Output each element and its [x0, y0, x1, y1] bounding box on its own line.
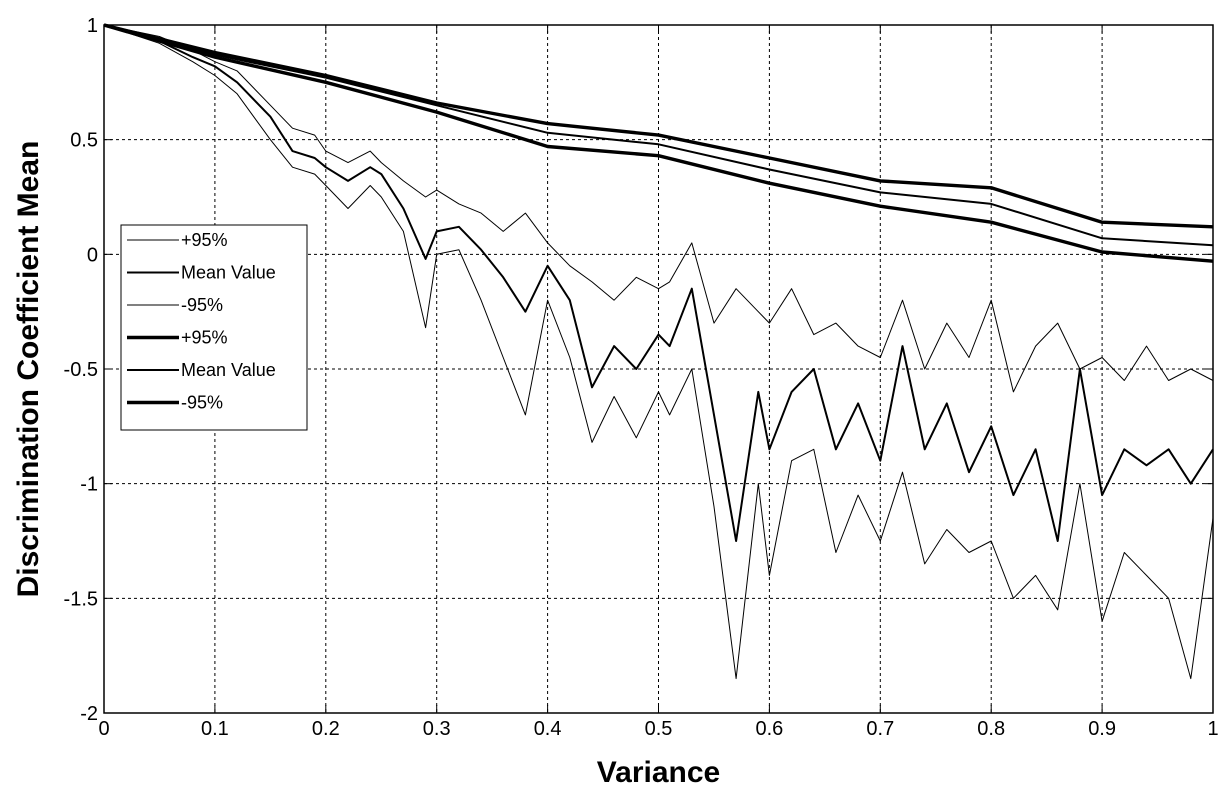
- x-tick-label: 0.6: [755, 718, 783, 740]
- x-tick-label: 0.5: [645, 718, 673, 740]
- y-tick-label: 0.5: [70, 130, 98, 152]
- y-tick-label: -0.5: [64, 359, 98, 381]
- y-tick-label: 1: [87, 15, 98, 37]
- x-tick-label: 1: [1207, 718, 1218, 740]
- series-line-1: [103, 24, 1214, 393]
- legend-label: Mean Value: [181, 360, 276, 380]
- y-tick-label: -2: [80, 703, 98, 725]
- x-tick-label: 0.4: [534, 718, 562, 740]
- series-line-2: [103, 24, 1214, 542]
- series-line-6: [103, 23, 1214, 263]
- tick-label-layer: 0 0.1 0.2 0.3 0.4 0.5 0.6 0.7 0.8 0.9 1 -2 -1.5 -1 -0.…: [64, 15, 1219, 740]
- x-tick-label: 0.2: [312, 718, 340, 740]
- grid-layer: [104, 25, 1213, 713]
- series-layer: [103, 23, 1214, 680]
- series-line-3: [103, 24, 1214, 680]
- x-tick-label: 0.7: [866, 718, 894, 740]
- x-axis-title: Variance: [597, 756, 720, 788]
- y-tick-label: -1.5: [64, 588, 98, 610]
- x-tick-label: 0.9: [1088, 718, 1116, 740]
- series-line-5: [103, 24, 1214, 247]
- legend-label: -95%: [181, 295, 223, 315]
- legend: +95% Mean Value -95% +95% Mean Value -95%: [120, 224, 308, 431]
- legend-label: Mean Value: [181, 263, 276, 283]
- y-axis-title: Discrimination Coefficient Mean: [12, 141, 45, 598]
- x-tick-label: 0: [98, 718, 109, 740]
- legend-box: [120, 224, 308, 431]
- tick-layer: [103, 24, 1214, 714]
- x-tick-label: 0.3: [423, 718, 451, 740]
- x-tick-label: 0.1: [201, 718, 229, 740]
- x-tick-label: 0.8: [977, 718, 1005, 740]
- y-tick-label: -1: [80, 474, 98, 496]
- y-tick-label: 0: [87, 244, 98, 266]
- legend-label: +95%: [181, 230, 228, 250]
- legend-label: -95%: [181, 393, 223, 413]
- series-line-4: [103, 23, 1214, 229]
- legend-label: +95%: [181, 328, 228, 348]
